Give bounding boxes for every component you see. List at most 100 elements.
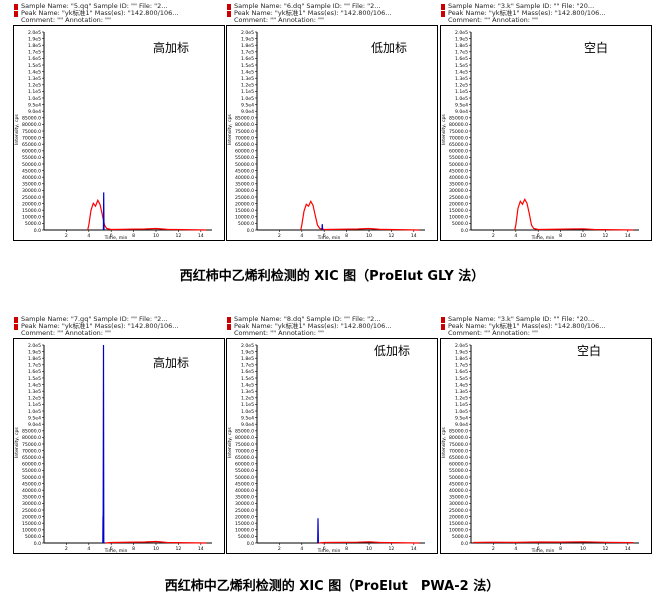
y-tick-label: 9.0e4 [455,109,468,115]
y-tick-label: 50000.0 [235,162,254,168]
y-tick-label: 1.8e5 [28,43,41,49]
y-tick-label: 2.0e5 [28,30,41,36]
peak-line: Peak Name: "yk标准1" Mass(es): "142.800/10… [448,322,606,330]
y-tick-label: 75000.0 [22,442,41,448]
y-tick-label: 1.3e5 [28,76,41,82]
y-tick-label: 70000.0 [235,448,254,454]
comment-line: Comment: "" Annotation: "" [234,329,325,337]
x-axis-label: Time, min [317,235,341,240]
y-tick-label: 65000.0 [22,455,41,461]
y-tick-label: 10000.0 [449,528,468,534]
x-tick-label: 10 [153,546,159,552]
y-tick-label: 1.4e5 [28,69,41,75]
y-tick-label: 1.2e5 [241,396,254,402]
y-tick-label: 45000.0 [22,168,41,174]
y-tick-label: 1.4e5 [455,69,468,75]
chart-svg: 0.05000.010000.015000.020000.025000.0300… [14,30,212,240]
x-tick-label: 8 [132,546,135,552]
y-tick-label: 35000.0 [22,495,41,501]
x-tick-label: 6 [537,546,540,552]
panel-header: Sample Name: "3.k" Sample ID: "" File: "… [440,314,652,338]
y-tick-label: 1.9e5 [241,349,254,355]
y-tick-label: 1.2e5 [241,83,254,89]
y-tick-label: 65000.0 [235,455,254,461]
x-tick-label: 2 [65,233,68,239]
trace-marker [441,11,445,17]
y-tick-label: 1.8e5 [28,356,41,362]
y-tick-label: 15000.0 [235,208,254,214]
series-line [317,518,319,544]
y-tick-label: 70000.0 [22,448,41,454]
y-tick-label: 9.5e4 [455,415,468,421]
trace-marker [227,11,231,17]
chart-svg: 0.05000.010000.015000.020000.025000.0300… [441,343,639,553]
y-tick-label: 35000.0 [235,182,254,188]
chart-svg: 0.05000.010000.015000.020000.025000.0300… [227,343,425,553]
y-tick-label: 40000.0 [449,175,468,181]
y-tick-label: 70000.0 [22,135,41,141]
y-tick-label: 25000.0 [449,508,468,514]
y-tick-label: 9.0e4 [455,422,468,428]
peak-line: Peak Name: "yk标准1" Mass(es): "142.800/10… [448,9,606,17]
y-tick-label: 1.9e5 [455,349,468,355]
y-tick-label: 75000.0 [22,129,41,135]
y-tick-label: 45000.0 [235,168,254,174]
x-tick-label: 2 [278,233,281,239]
y-tick-label: 70000.0 [449,448,468,454]
y-tick-label: 50000.0 [22,162,41,168]
x-tick-label: 12 [175,233,181,239]
y-tick-label: 10000.0 [22,215,41,221]
y-tick-label: 45000.0 [22,481,41,487]
chart-panel-4: Sample Name: "7.gq" Sample ID: "" File: … [13,314,225,554]
y-axis-label: Intensity, cps [227,427,233,458]
panel-label: 空白 [584,41,609,55]
y-tick-label: 1.6e5 [28,369,41,375]
y-tick-label: 35000.0 [22,182,41,188]
peak-line: Peak Name: "yk标准1" Mass(es): "142.800/10… [234,322,392,330]
y-tick-label: 80000.0 [449,435,468,441]
series-line [321,224,324,231]
y-tick-label: 70000.0 [449,135,468,141]
y-tick-label: 55000.0 [22,155,41,161]
y-tick-label: 85000.0 [235,429,254,435]
y-tick-label: 20000.0 [235,201,254,207]
series-line [105,540,207,544]
y-tick-label: 9.5e4 [455,102,468,108]
y-tick-label: 1.9e5 [241,36,254,42]
y-tick-label: 45000.0 [449,168,468,174]
panel-header: Sample Name: "7.gq" Sample ID: "" File: … [13,314,225,338]
y-tick-label: 10000.0 [449,215,468,221]
plot-area: 0.0 5000.0 10000.0 15000.0 20000.0 25000.0 300… [226,25,438,241]
y-tick-label: 0.0 [461,541,468,547]
y-tick-label: 60000.0 [449,462,468,468]
y-tick-label: 60000.0 [22,462,41,468]
y-tick-label: 2.0e5 [455,343,468,349]
y-tick-label: 35000.0 [449,495,468,501]
series-line [87,198,207,231]
y-tick-label: 20000.0 [449,201,468,207]
x-tick-label: 14 [625,233,631,239]
y-tick-label: 1.3e5 [241,389,254,395]
y-tick-label: 1.7e5 [455,363,468,369]
y-tick-label: 9.5e4 [241,415,254,421]
x-tick-label: 8 [559,233,562,239]
y-tick-label: 1.1e5 [241,89,254,95]
y-tick-label: 75000.0 [449,129,468,135]
series-line [102,344,105,544]
y-tick-label: 80000.0 [235,435,254,441]
y-tick-label: 9.5e4 [28,415,41,421]
y-tick-label: 45000.0 [449,481,468,487]
x-tick-label: 6 [110,546,113,552]
x-tick-label: 14 [198,546,204,552]
y-tick-label: 5000.0 [238,534,254,540]
y-tick-label: 50000.0 [235,475,254,481]
y-tick-label: 30000.0 [22,501,41,507]
y-tick-label: 1.0e5 [241,96,254,102]
y-tick-label: 1.8e5 [455,356,468,362]
sample-line: Sample Name: "6.dq" Sample ID: "" File: … [234,2,381,10]
y-tick-label: 50000.0 [449,475,468,481]
y-tick-label: 1.5e5 [241,376,254,382]
trace-marker [14,11,18,17]
y-tick-label: 30000.0 [449,501,468,507]
y-tick-label: 85000.0 [449,429,468,435]
